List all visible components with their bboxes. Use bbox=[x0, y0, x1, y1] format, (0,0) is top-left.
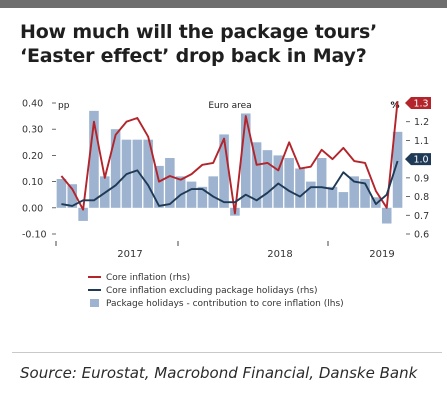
chart: pp Euro area % 0.40 0.30 0.20 0.10 0.00 -0.10 1.2… bbox=[22, 97, 431, 309]
value-flag-label: 1.0 bbox=[413, 155, 428, 166]
left-tick-label: -0.10 bbox=[22, 230, 47, 241]
bar bbox=[316, 158, 327, 208]
bar bbox=[154, 165, 164, 208]
x-tick-label: 2017 bbox=[117, 249, 142, 260]
bar bbox=[392, 131, 403, 208]
right-tick-label: 1.2 bbox=[414, 117, 429, 128]
bar bbox=[338, 192, 349, 208]
x-tick-label: 2018 bbox=[267, 249, 292, 260]
separator bbox=[12, 352, 442, 353]
right-unit-label: % bbox=[390, 101, 399, 111]
right-tick-label: 0.9 bbox=[414, 173, 429, 184]
bar bbox=[295, 168, 305, 208]
bar bbox=[110, 129, 121, 208]
value-flag-label: 1.3 bbox=[413, 99, 428, 110]
bar bbox=[306, 181, 316, 208]
left-tick-label: 0.30 bbox=[22, 125, 43, 136]
bar bbox=[219, 134, 229, 208]
bar bbox=[349, 176, 359, 208]
left-unit-label: pp bbox=[58, 101, 70, 111]
bar bbox=[251, 142, 262, 208]
bar bbox=[360, 178, 370, 208]
bar bbox=[78, 207, 88, 221]
bar bbox=[143, 139, 153, 208]
bar bbox=[56, 178, 67, 208]
bar bbox=[89, 110, 99, 208]
series-line bbox=[61, 160, 399, 207]
legend-swatch bbox=[90, 299, 99, 307]
right-tick-label: 0.8 bbox=[414, 192, 429, 203]
right-tick-label: 0.6 bbox=[414, 230, 429, 241]
bar bbox=[186, 181, 197, 208]
header-bar bbox=[0, 0, 447, 8]
bar bbox=[273, 155, 284, 208]
bar bbox=[175, 176, 186, 208]
legend-label: Core inflation (rhs) bbox=[106, 273, 190, 283]
chart-title: How much will the package tours’ ‘Easter… bbox=[20, 21, 378, 67]
legend-label: Package holidays - contribution to core … bbox=[106, 299, 344, 309]
right-tick-label: 1.1 bbox=[414, 136, 429, 147]
value-flag bbox=[405, 153, 431, 166]
series-line bbox=[60, 101, 399, 215]
bar bbox=[327, 186, 338, 208]
bar bbox=[381, 207, 392, 224]
bar bbox=[197, 186, 208, 208]
x-tick-label: 2019 bbox=[369, 249, 394, 260]
source-note: Source: Eurostat, Macrobond Financial, D… bbox=[20, 364, 418, 382]
left-tick-label: 0.10 bbox=[22, 177, 43, 188]
legend-label: Core inflation excluding package holiday… bbox=[106, 286, 318, 296]
chart-header-label: Euro area bbox=[208, 101, 251, 111]
left-tick-label: 0.40 bbox=[22, 99, 43, 110]
bar bbox=[165, 158, 175, 208]
left-tick-label: 0.00 bbox=[22, 203, 43, 214]
bar bbox=[132, 139, 143, 208]
right-tick-label: 0.7 bbox=[414, 211, 429, 222]
bar bbox=[262, 150, 273, 208]
value-flag bbox=[405, 97, 431, 109]
bar bbox=[240, 113, 251, 208]
bar bbox=[284, 158, 294, 208]
bar bbox=[208, 176, 218, 208]
bar bbox=[67, 184, 78, 208]
left-tick-label: 0.20 bbox=[22, 151, 43, 162]
